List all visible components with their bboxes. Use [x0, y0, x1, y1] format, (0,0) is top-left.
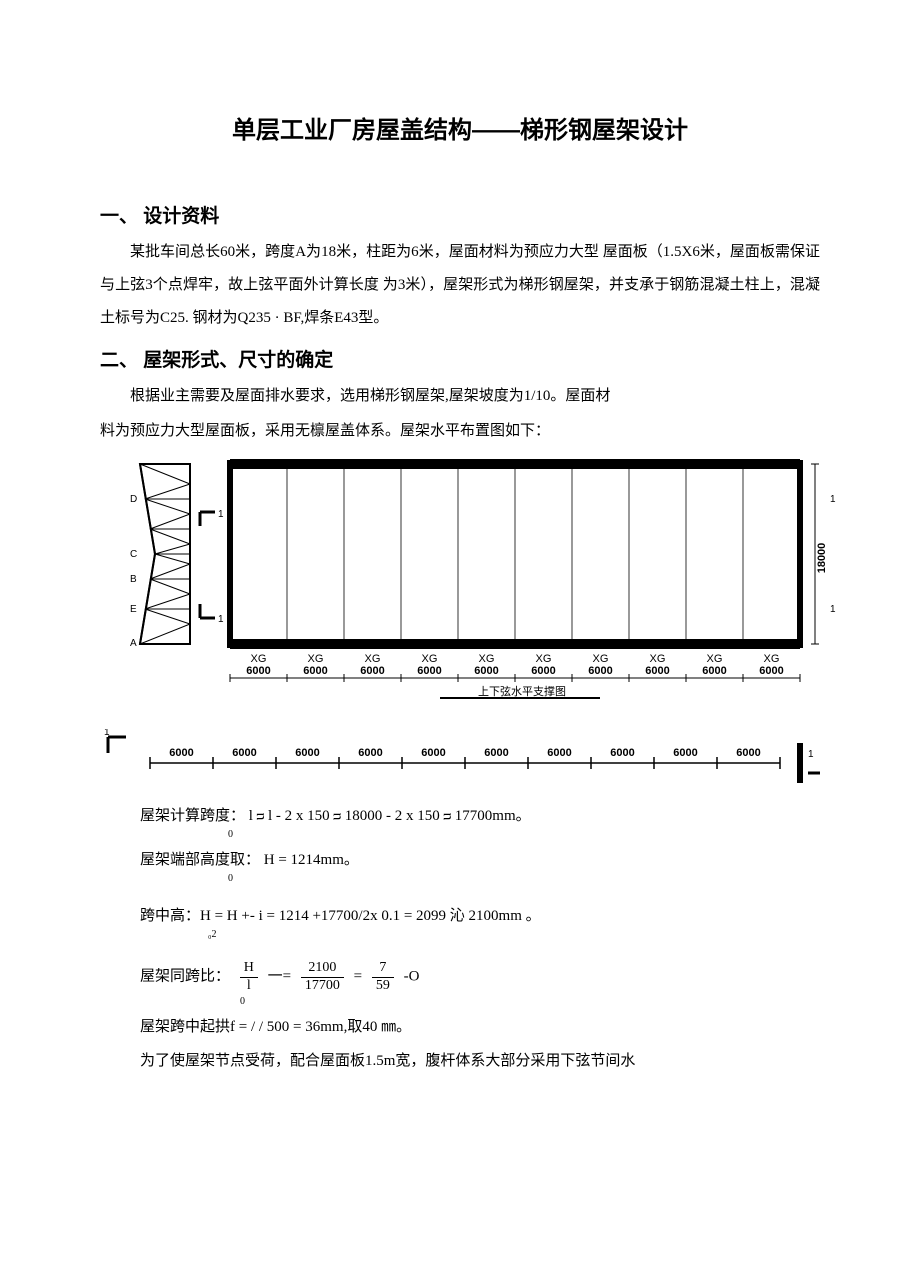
- svg-text:6000: 6000: [303, 665, 327, 677]
- diagram1-caption: 上下弦水平支撑图: [478, 684, 566, 698]
- calc-line-6: 为了使屋架节点受荷，配合屋面板1.5m宽，腹杆体系大部分采用下弦节间水: [140, 1049, 820, 1073]
- calc-line-5: 屋架跨中起拱f = / / 500 = 36mm,取40 ㎜。: [140, 1015, 820, 1039]
- calc-sub-1: 0: [228, 830, 820, 840]
- calc-line-2: 屋架端部高度取： H = 1214mm。: [140, 848, 820, 872]
- plan-diagram: 1 1 A E B C D: [100, 454, 820, 719]
- svg-text:6000: 6000: [417, 665, 441, 677]
- section2-para1: 根据业主需要及屋面排水要求，选用梯形钢屋架,屋架坡度为1/10。屋面材: [100, 380, 820, 413]
- calc-line-1: 屋架计算跨度： l ᴝ l - 2 x 150 ᴝ 18000 - 2 x 15…: [140, 804, 820, 828]
- svg-text:6000: 6000: [484, 747, 508, 759]
- svg-text:1: 1: [218, 509, 224, 520]
- svg-text:6000: 6000: [588, 665, 612, 677]
- calc-sub-3: ₀2: [208, 930, 820, 940]
- svg-text:XG: XG: [536, 653, 552, 665]
- svg-text:1: 1: [218, 614, 224, 625]
- calc-sub-2: 0: [228, 874, 820, 884]
- section2-head: 二、 屋架形式、尺寸的确定: [100, 345, 820, 372]
- calc-line-4: 屋架同跨比： H l 一= 2100 17700 = 7 59 -O: [140, 960, 820, 995]
- section1-para1: 某批车间总长60米，跨度A为18米，柱距为6米，屋面材料为预应力大型 屋面板（1…: [100, 236, 820, 335]
- svg-text:XG: XG: [764, 653, 780, 665]
- svg-text:6000: 6000: [736, 747, 760, 759]
- svg-text:6000: 6000: [232, 747, 256, 759]
- svg-text:6000: 6000: [547, 747, 571, 759]
- svg-text:6000: 6000: [295, 747, 319, 759]
- svg-text:18000: 18000: [816, 543, 828, 574]
- svg-text:1: 1: [808, 749, 814, 760]
- svg-text:XG: XG: [422, 653, 438, 665]
- svg-text:6000: 6000: [474, 665, 498, 677]
- svg-text:1: 1: [104, 729, 110, 738]
- calc-sub-4: 0: [240, 997, 820, 1007]
- svg-text:6000: 6000: [610, 747, 634, 759]
- svg-text:XG: XG: [365, 653, 381, 665]
- section2-para2: 料为预应力大型屋面板，采用无檩屋盖体系。屋架水平布置图如下：: [100, 415, 820, 448]
- svg-text:XG: XG: [707, 653, 723, 665]
- svg-text:6000: 6000: [169, 747, 193, 759]
- svg-text:1: 1: [830, 494, 836, 505]
- truss-letter: B: [130, 574, 137, 585]
- svg-text:6000: 6000: [246, 665, 270, 677]
- svg-text:6000: 6000: [759, 665, 783, 677]
- truss-letter: C: [130, 549, 137, 560]
- svg-text:XG: XG: [650, 653, 666, 665]
- svg-text:6000: 6000: [702, 665, 726, 677]
- svg-text:XG: XG: [308, 653, 324, 665]
- svg-text:1: 1: [830, 604, 836, 615]
- calc-line-3: 跨中高：H = H +- i = 1214 +17700/2x 0.1 = 20…: [140, 904, 820, 928]
- section1-head: 一、 设计资料: [100, 201, 820, 228]
- doc-title: 单层工业厂房屋盖结构——梯形钢屋架设计: [100, 110, 820, 145]
- svg-text:6000: 6000: [358, 747, 382, 759]
- svg-text:XG: XG: [479, 653, 495, 665]
- svg-text:XG: XG: [593, 653, 609, 665]
- truss-letter: A: [130, 638, 137, 649]
- svg-text:6000: 6000: [531, 665, 555, 677]
- truss-letter: D: [130, 494, 137, 505]
- svg-text:XG: XG: [251, 653, 267, 665]
- svg-text:6000: 6000: [360, 665, 384, 677]
- bay-labels: XG XG XG XG XG XG XG XG XG XG: [251, 653, 780, 665]
- truss-letter: E: [130, 604, 137, 615]
- svg-text:6000: 6000: [421, 747, 445, 759]
- lower-dim-diagram: 1 6000 6000 60: [100, 729, 820, 794]
- svg-text:6000: 6000: [673, 747, 697, 759]
- svg-text:6000: 6000: [645, 665, 669, 677]
